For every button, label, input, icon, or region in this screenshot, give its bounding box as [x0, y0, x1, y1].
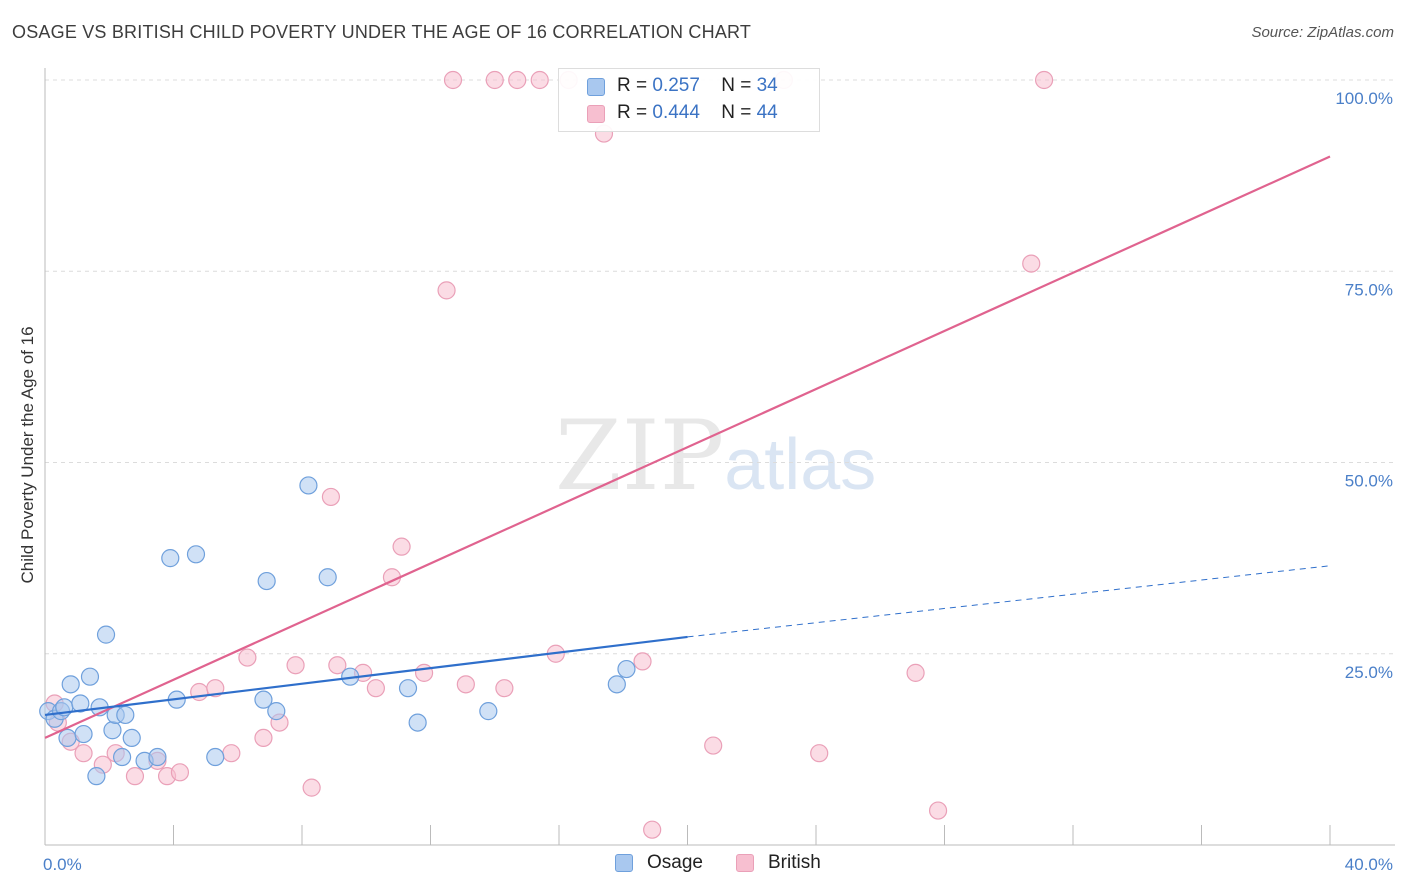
- british-point: [321, 487, 341, 507]
- osage-point: [267, 702, 286, 721]
- british-point: [1022, 254, 1041, 273]
- british-point: [392, 537, 411, 556]
- british-point: [170, 763, 190, 782]
- y-tick-label: 25.0%: [1345, 663, 1393, 682]
- british-point: [1034, 70, 1054, 90]
- chart-title: OSAGE VS BRITISH CHILD POVERTY UNDER THE…: [12, 22, 752, 42]
- bottom-british-label: British: [768, 852, 821, 873]
- osage-point: [299, 476, 318, 495]
- osage-n-value: 34: [756, 75, 778, 96]
- british-point: [125, 767, 145, 786]
- osage-r-value: 0.257: [652, 75, 700, 96]
- osage-n-label: N =: [721, 75, 752, 96]
- british-point: [495, 679, 514, 698]
- british-n-label: N =: [721, 102, 752, 123]
- osage-trend-line: [44, 635, 688, 717]
- watermark-atlas: atlas: [724, 425, 877, 505]
- british-swatch: [587, 105, 605, 123]
- british-point: [530, 70, 549, 90]
- british-point: [704, 736, 723, 755]
- legend-row-osage: R = 0.257 N = 34: [587, 75, 778, 97]
- osage-point: [408, 713, 427, 732]
- osage-point: [398, 679, 418, 698]
- osage-point: [87, 767, 106, 786]
- british-trend-line: [44, 155, 1331, 739]
- y-tick-label: 50.0%: [1345, 472, 1393, 491]
- osage-point: [161, 549, 180, 568]
- british-point: [906, 663, 925, 682]
- british-point: [456, 675, 475, 694]
- british-point: [810, 744, 829, 763]
- british-point: [302, 778, 321, 797]
- osage-point: [80, 667, 100, 686]
- british-point: [74, 744, 93, 763]
- osage-point: [318, 568, 337, 587]
- bottom-legend-british: British: [736, 852, 821, 874]
- british-point: [222, 744, 241, 763]
- osage-point: [103, 721, 122, 740]
- osage-r-label: R =: [617, 75, 648, 96]
- osage-point: [116, 705, 135, 725]
- osage-point: [257, 571, 276, 591]
- british-point: [414, 663, 434, 682]
- british-point: [238, 648, 257, 667]
- british-point: [366, 679, 385, 698]
- bottom-british-swatch: [736, 854, 754, 872]
- british-point: [485, 70, 504, 90]
- x-tick-label: 40.0%: [1345, 855, 1393, 874]
- bottom-legend-osage: Osage: [615, 852, 703, 874]
- osage-point: [607, 675, 626, 694]
- legend-row-british: R = 0.444 N = 44: [587, 102, 778, 124]
- british-point: [928, 801, 948, 820]
- british-point: [443, 70, 463, 90]
- osage-point: [61, 675, 80, 694]
- british-r-value: 0.444: [652, 102, 700, 123]
- osage-point: [254, 690, 273, 709]
- british-point: [437, 281, 456, 300]
- bottom-osage-swatch: [615, 854, 633, 872]
- british-point: [643, 820, 662, 839]
- chart-source: Source: ZipAtlas.com: [1251, 24, 1394, 41]
- osage-point: [479, 702, 498, 721]
- osage-point: [96, 625, 116, 644]
- osage-trend-extension: [687, 565, 1331, 638]
- osage-point: [617, 659, 636, 679]
- osage-point: [148, 747, 167, 767]
- osage-point: [122, 728, 141, 748]
- osage-point: [71, 694, 90, 713]
- british-point: [206, 679, 225, 698]
- british-point: [254, 728, 273, 748]
- british-point: [328, 656, 347, 675]
- osage-point: [206, 747, 225, 767]
- correlation-legend: R = 0.257 N = 34 R = 0.444 N = 44: [558, 68, 820, 132]
- y-tick-label: 75.0%: [1345, 280, 1393, 299]
- y-tick-label: 100.0%: [1335, 89, 1393, 108]
- british-point: [286, 656, 305, 675]
- british-n-value: 44: [756, 102, 778, 123]
- osage-point: [74, 724, 93, 744]
- british-point: [508, 70, 527, 90]
- osage-point: [58, 728, 77, 748]
- osage-swatch: [587, 78, 605, 96]
- british-point: [633, 652, 652, 671]
- osage-point: [112, 747, 132, 767]
- british-r-label: R =: [617, 102, 648, 123]
- x-tick-label: 0.0%: [43, 855, 82, 874]
- bottom-osage-label: Osage: [647, 852, 703, 873]
- osage-point: [186, 545, 206, 564]
